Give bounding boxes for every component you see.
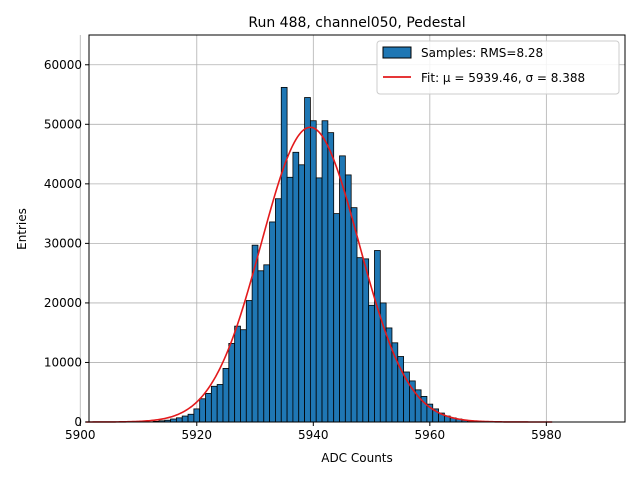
histogram-bar xyxy=(257,270,265,423)
y-tick-label: 40000 xyxy=(44,177,82,191)
histogram-bar xyxy=(339,155,346,423)
histogram-bar xyxy=(368,304,375,423)
histogram-bar xyxy=(263,264,271,423)
x-tick-label: 5920 xyxy=(182,428,213,442)
histogram-bar xyxy=(350,207,358,423)
plot-frame xyxy=(88,34,626,423)
chart-title: Run 488, channel050, Pedestal xyxy=(248,15,465,31)
x-tick-label: 5940 xyxy=(298,428,329,442)
histogram-bar xyxy=(199,398,206,423)
legend-bar-swatch xyxy=(382,46,412,59)
histogram-bar xyxy=(315,177,323,423)
legend-label-fit: Fit: μ = 5939.46, σ = 8.388 xyxy=(421,71,585,85)
histogram-bar xyxy=(333,213,340,423)
histogram-bars xyxy=(152,86,498,423)
y-tick-label: 0 xyxy=(74,415,82,429)
histogram-bar xyxy=(298,164,305,423)
x-axis-label: ADC Counts xyxy=(321,451,393,465)
histogram-bar xyxy=(234,325,241,423)
histogram-bar xyxy=(175,417,183,423)
histogram-bar xyxy=(362,258,370,423)
x-tick-label: 5960 xyxy=(415,428,446,442)
fit-curve xyxy=(86,126,553,423)
y-tick-label: 30000 xyxy=(44,236,82,250)
legend: Samples: RMS=8.28 Fit: μ = 5939.46, σ = … xyxy=(376,40,620,95)
histogram-bar xyxy=(228,343,236,423)
histogram-bar xyxy=(286,176,294,423)
histogram-bar xyxy=(181,415,189,423)
y-axis-label: Entries xyxy=(15,208,29,250)
histogram-bar xyxy=(240,329,247,423)
histogram-bar xyxy=(356,257,364,423)
legend-label-samples: Samples: RMS=8.28 xyxy=(421,46,543,60)
histogram-bar xyxy=(275,198,282,423)
y-tick-label: 50000 xyxy=(44,117,82,131)
histogram-bar xyxy=(321,120,329,423)
x-tick-label: 5900 xyxy=(65,428,96,442)
histogram-bar xyxy=(193,408,201,423)
histogram-bar xyxy=(245,300,253,423)
histogram-bar xyxy=(374,250,381,423)
histogram-bar xyxy=(327,132,335,423)
histogram-bar xyxy=(269,221,276,423)
histogram-bar xyxy=(205,393,212,423)
histogram-bar xyxy=(216,384,224,423)
histogram-bar xyxy=(280,86,288,423)
x-tick-label: 5980 xyxy=(531,428,562,442)
y-tick-label: 60000 xyxy=(44,58,82,72)
histogram-bar xyxy=(210,385,218,423)
histogram-bar xyxy=(304,97,311,423)
legend-box xyxy=(376,40,620,95)
x-axis-ticks: 5900 5920 5940 5960 5980 xyxy=(65,422,562,442)
histogram-bar xyxy=(292,151,300,423)
y-tick-label: 10000 xyxy=(44,355,82,369)
y-tick-label: 20000 xyxy=(44,296,82,310)
histogram-bar xyxy=(222,368,230,423)
y-axis-ticks: 0 10000 20000 30000 40000 50000 60000 xyxy=(44,58,89,429)
histogram-bar xyxy=(187,413,195,423)
histogram-bar xyxy=(309,120,317,423)
